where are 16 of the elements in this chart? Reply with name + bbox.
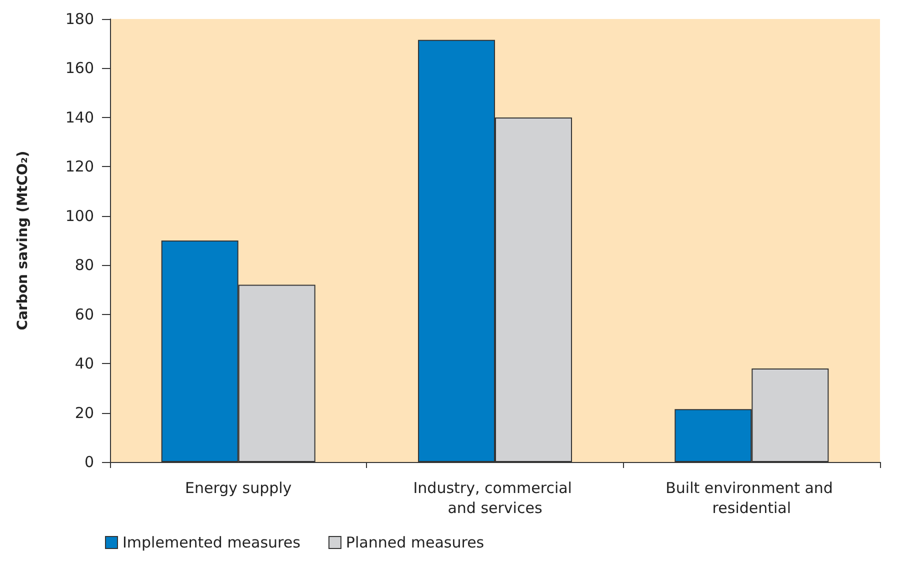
legend-label: Planned measures — [346, 534, 484, 552]
x-tick-label: Built environment and residential — [666, 479, 838, 517]
x-tick-label: Energy supply — [184, 479, 292, 497]
legend-label: Implemented measures — [122, 534, 301, 552]
y-tick-label: 40 — [74, 354, 94, 373]
y-tick-label: 20 — [74, 404, 94, 422]
y-tick-label: 100 — [65, 206, 94, 225]
y-tick-label: 120 — [65, 158, 94, 176]
y-tick-label: 160 — [65, 59, 94, 78]
y-tick-label: 60 — [74, 305, 94, 324]
y-tick-label: 180 — [65, 10, 94, 28]
x-tick-label: Industry, commercial and services — [413, 479, 577, 517]
y-axis-title: Carbon saving (MtCO₂) — [15, 150, 31, 330]
y-tick-label: 0 — [84, 453, 94, 471]
y-tick-label: 140 — [65, 108, 94, 126]
y-tick-label: 80 — [74, 256, 94, 274]
